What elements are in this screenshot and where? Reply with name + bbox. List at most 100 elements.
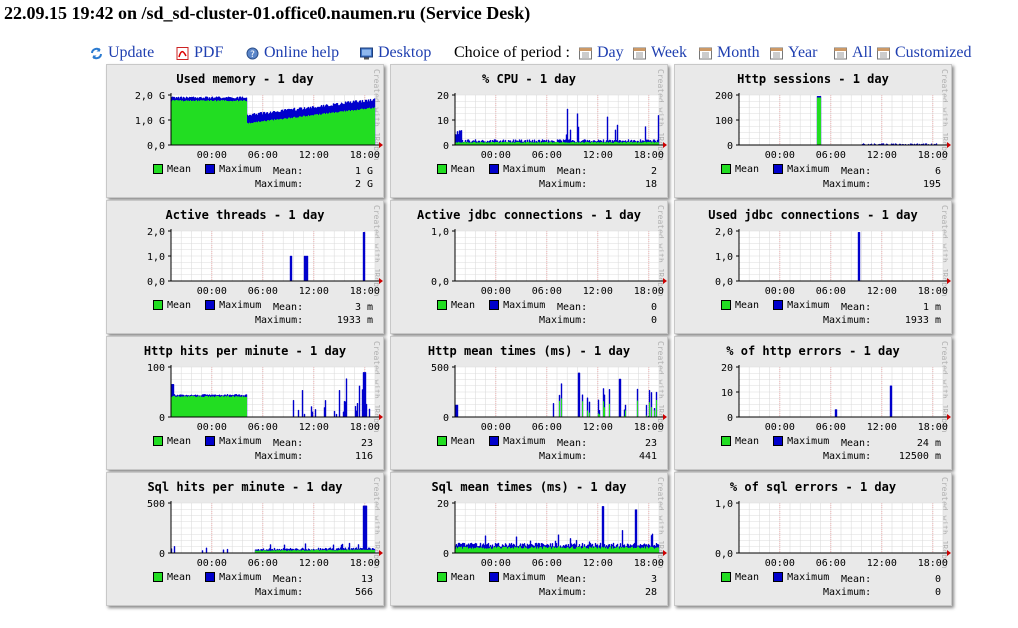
legend-swatch-mean — [721, 300, 731, 310]
desktop-link[interactable]: Desktop — [360, 44, 431, 62]
online-help-link[interactable]: ? Online help — [246, 44, 339, 62]
created-with-label: Created with JRobin — [656, 69, 665, 161]
chart-panel[interactable]: Used jdbc connections - 1 day Created wit… — [674, 200, 952, 334]
chart-panel[interactable]: % CPU - 1 day Created with JRobin 20 10 0 00:… — [390, 64, 668, 198]
pdf-link[interactable]: PDF — [176, 44, 223, 62]
legend-label-mean: Mean — [167, 300, 192, 311]
chart-plot: 20 0 00:00 06:00 12:00 18:00 — [437, 499, 667, 569]
y-tick-label: 0,0 — [431, 277, 449, 288]
stat-max-label: Maximum: — [823, 179, 872, 190]
chart-legend: Mean Maximum — [437, 300, 545, 311]
stat-mean-label: Mean: — [841, 438, 872, 449]
x-tick-label: 00:00 — [765, 286, 795, 297]
legend-swatch-mean — [437, 300, 447, 310]
y-tick-label: 2,0 — [715, 227, 733, 238]
period-all-link[interactable]: All — [834, 44, 872, 62]
chart-panel[interactable]: % of http errors - 1 day Created with JRo… — [674, 336, 952, 470]
x-tick-label: 00:00 — [481, 422, 511, 433]
created-with-label: Created with JRobin — [940, 341, 949, 433]
y-tick-label: 1,0 G — [135, 116, 165, 127]
chart-legend: Mean Maximum — [437, 164, 545, 175]
chart-panel[interactable]: Active jdbc connections - 1 day Created w… — [390, 200, 668, 334]
stat-mean-label: Mean: — [841, 302, 872, 313]
chart-title: Sql hits per minute - 1 day — [147, 480, 343, 494]
stat-mean-label: Mean: — [273, 166, 304, 177]
stat-mean-label: Mean: — [557, 574, 588, 585]
page-title: 22.09.15 19:42 on /sd_sd-cluster-01.offi… — [4, 3, 531, 23]
legend-label-mean: Mean — [735, 164, 760, 175]
axis-arrow-icon — [947, 550, 951, 556]
chart-title: Http sessions - 1 day — [737, 72, 889, 86]
chart-panel[interactable]: Sql hits per minute - 1 day Created with … — [106, 472, 384, 606]
chart-panel[interactable]: Active threads - 1 day Created with JRobi… — [106, 200, 384, 334]
period-choice-label: Choice of period : — [454, 44, 570, 61]
chart-title: Active jdbc connections - 1 day — [417, 208, 641, 222]
created-with-label: Created with JRobin — [372, 341, 381, 433]
period-week-link[interactable]: Week — [633, 44, 687, 62]
x-tick-label: 12:00 — [867, 558, 897, 569]
series-maximum — [289, 232, 366, 282]
x-tick-label: 12:00 — [867, 422, 897, 433]
stat-max-label: Maximum: — [539, 451, 588, 462]
y-tick-label: 0 — [159, 413, 165, 424]
x-tick-label: 12:00 — [867, 286, 897, 297]
period-day-link[interactable]: Day — [579, 44, 624, 62]
y-tick-label: 100 — [715, 116, 733, 127]
y-tick-label: 0,0 — [715, 277, 733, 288]
chart-panel[interactable]: Http mean times (ms) - 1 day Created with… — [390, 336, 668, 470]
period-week-label: Week — [651, 44, 688, 61]
x-tick-label: 12:00 — [299, 286, 329, 297]
stat-max-value: 28 — [644, 587, 657, 598]
chart-plot: 500 0 00:00 06:00 12:00 18:00 — [431, 363, 667, 433]
stat-max-label: Maximum: — [823, 315, 872, 326]
legend-swatch-mean — [721, 436, 731, 446]
x-tick-label: 00:00 — [765, 558, 795, 569]
chart-panel[interactable]: Used memory - 1 day Created with JRobin 2,… — [106, 64, 384, 198]
y-tick-label: 20 — [721, 363, 733, 374]
created-with-label: Created with JRobin — [940, 205, 949, 297]
x-tick-label: 06:00 — [532, 286, 562, 297]
stat-max-label: Maximum: — [255, 179, 304, 190]
x-tick-label: 18:00 — [918, 422, 948, 433]
chart-panel[interactable]: Sql mean times (ms) - 1 day Created with … — [390, 472, 668, 606]
legend-swatch-mean — [437, 436, 447, 446]
created-with-label: Created with JRobin — [656, 477, 665, 569]
stat-mean-value: 0 — [650, 302, 657, 313]
x-tick-label: 00:00 — [197, 286, 227, 297]
axis-arrow-icon — [379, 550, 383, 556]
chart-panel[interactable]: Http hits per minute - 1 day Created with… — [106, 336, 384, 470]
y-tick-label: 2,0 G — [135, 91, 165, 102]
update-link[interactable]: Update — [90, 44, 154, 62]
y-tick-label: 100 — [147, 363, 165, 374]
x-tick-label: 00:00 — [197, 422, 227, 433]
stat-mean-label: Mean: — [273, 574, 304, 585]
stat-mean-value: 3 — [650, 574, 657, 585]
legend-swatch-maximum — [773, 436, 784, 446]
period-year-link[interactable]: Year — [770, 44, 817, 62]
x-tick-label: 00:00 — [197, 150, 227, 161]
chart-panel[interactable]: % of sql errors - 1 day Created with JRob… — [674, 472, 952, 606]
x-tick-label: 12:00 — [583, 150, 613, 161]
legend-swatch-maximum — [773, 300, 784, 310]
period-month-link[interactable]: Month — [699, 44, 760, 62]
chart-legend: Mean Maximum — [721, 164, 829, 175]
y-tick-label: 0 — [443, 141, 449, 152]
legend-swatch-maximum — [205, 164, 216, 174]
period-day-label: Day — [597, 44, 624, 61]
period-customized-link[interactable]: Customized — [877, 44, 971, 62]
stat-max-value: 566 — [354, 587, 373, 598]
legend-label-maximum: Maximum — [219, 164, 262, 175]
legend-label-mean: Mean — [451, 436, 476, 447]
chart-plot: 1,0 0,0 00:00 06:00 12:00 18:00 — [431, 227, 667, 297]
chart-title: Http hits per minute - 1 day — [143, 344, 347, 358]
desktop-label: Desktop — [378, 44, 432, 61]
stat-max-value: 195 — [922, 179, 941, 190]
legend-swatch-mean — [721, 164, 731, 174]
legend-label-maximum: Maximum — [219, 436, 262, 447]
created-with-label: Created with JRobin — [372, 205, 381, 297]
chart-plot: 20 10 0 00:00 06:00 12:00 18:00 — [437, 91, 667, 161]
stat-max-label: Maximum: — [539, 587, 588, 598]
chart-panel[interactable]: Http sessions - 1 day Created with JRobin… — [674, 64, 952, 198]
chart-legend: Mean Maximum — [721, 436, 829, 447]
created-with-label: Created with JRobin — [372, 69, 381, 161]
